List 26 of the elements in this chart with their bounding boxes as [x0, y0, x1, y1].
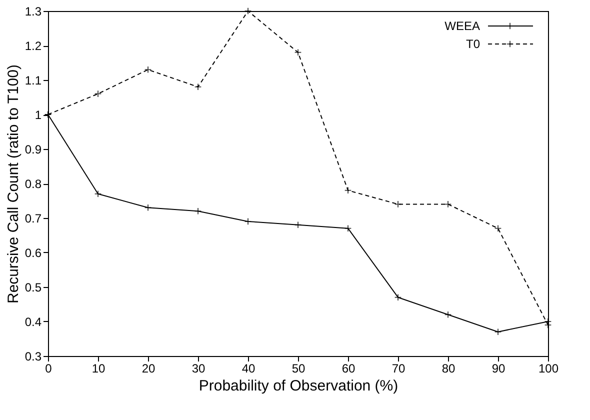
x-tick-label: 80: [442, 362, 456, 376]
y-tick-label: 0.9: [24, 142, 42, 156]
x-axis-title: Probability of Observation (%): [198, 378, 398, 394]
x-tick-label: 0: [45, 362, 52, 376]
x-tick-label: 50: [292, 362, 306, 376]
x-tick-label: 40: [242, 362, 256, 376]
y-tick-label: 0.5: [24, 280, 42, 294]
y-tick-label: 1.3: [24, 4, 42, 18]
y-tick-label: 0.6: [24, 246, 42, 260]
y-axis-title: Recursive Call Count (ratio to T100): [4, 64, 22, 304]
x-tick-label: 70: [392, 362, 406, 376]
x-tick-label: 90: [492, 362, 506, 376]
x-tick-label: 20: [142, 362, 156, 376]
y-tick-label: 0.3: [24, 350, 42, 364]
y-tick-label: 0.8: [24, 177, 42, 191]
y-tick-label: 1.2: [24, 39, 42, 53]
x-tick-label: 30: [192, 362, 206, 376]
legend-label: WEEA: [444, 19, 480, 33]
y-tick-label: 0.7: [24, 212, 42, 226]
x-tick-label: 100: [538, 362, 559, 376]
y-tick-label: 1: [34, 108, 42, 122]
y-tick-label: 1.1: [24, 74, 42, 88]
legend-label: T0: [466, 37, 480, 51]
y-tick-label: 0.4: [24, 315, 42, 329]
x-tick-label: 10: [92, 362, 106, 376]
x-tick-label: 60: [342, 362, 356, 376]
